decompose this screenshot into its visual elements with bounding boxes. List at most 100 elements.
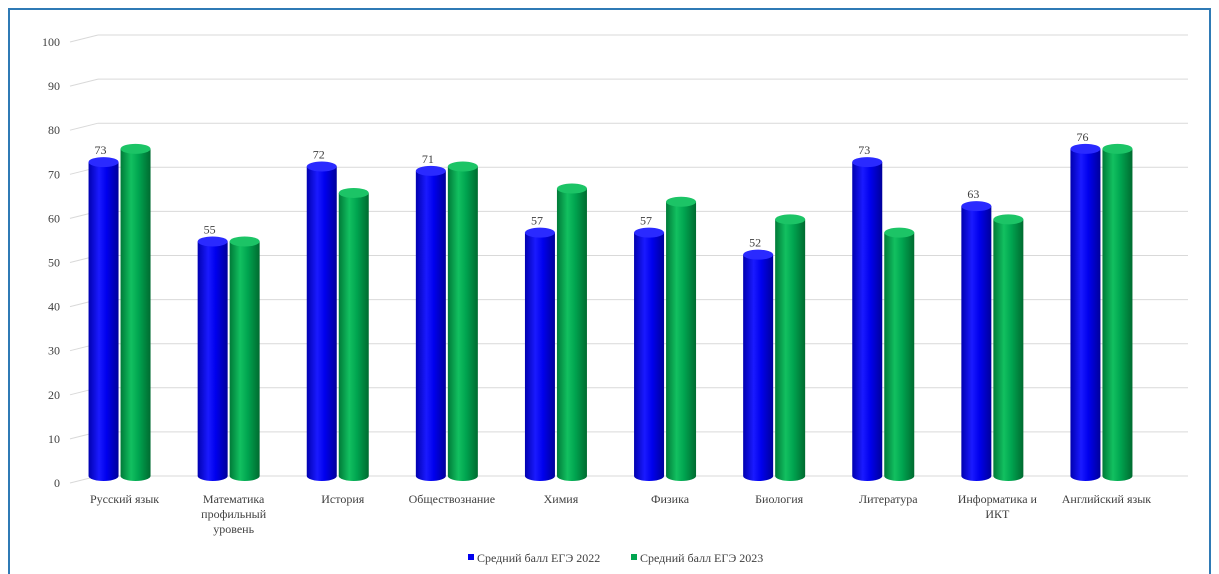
category-label-line: Биология — [755, 492, 803, 506]
bar-body — [229, 241, 260, 482]
y-tick-label: 100 — [42, 35, 60, 49]
bar-top — [447, 161, 478, 172]
bar-2022 — [306, 161, 337, 482]
y-tick-label: 60 — [48, 211, 60, 225]
bar-body — [120, 148, 151, 482]
bar-body — [338, 192, 369, 482]
y-tick-label: 90 — [48, 79, 60, 93]
data-labels: 73 55 72 71 57 57 52 73 63 76 — [95, 130, 1089, 250]
bar-body — [524, 232, 555, 482]
bar-body — [197, 241, 228, 482]
y-axis-tick-labels: 0 10 20 30 40 50 60 70 80 90 100 — [42, 35, 60, 490]
bar-2022 — [524, 227, 555, 482]
bar-top — [884, 227, 915, 238]
y-tick-label: 40 — [48, 300, 60, 314]
bar-top — [666, 196, 697, 207]
category-label-line: Математика — [203, 492, 265, 506]
bar-2023 — [1102, 143, 1133, 482]
bar-top — [306, 161, 337, 172]
category-label-line: ИКТ — [985, 507, 1010, 521]
bar-top — [524, 227, 555, 238]
bar-top — [229, 236, 260, 247]
bar-body — [556, 188, 587, 482]
bar-body — [447, 166, 478, 482]
bar-body — [88, 162, 119, 482]
bar-top — [120, 143, 151, 154]
bar-top — [993, 214, 1024, 225]
y-tick-label: 30 — [48, 344, 60, 358]
data-label: 73 — [95, 143, 107, 157]
category-labels: Русский язык Математика профильный уровень И… — [90, 492, 1151, 536]
data-label: 57 — [640, 214, 652, 228]
bar-top — [1102, 143, 1133, 154]
category-label: Русский язык — [90, 492, 159, 506]
data-label: 71 — [422, 152, 434, 166]
bar-top — [556, 183, 587, 194]
legend-label-2023: Средний балл ЕГЭ 2023 — [640, 551, 763, 565]
bar-2023 — [884, 227, 915, 482]
bar-body — [993, 219, 1024, 482]
bar-body — [666, 201, 697, 482]
gridline-depth — [69, 34, 99, 43]
bar-2022 — [415, 165, 446, 482]
y-tick-label: 20 — [48, 388, 60, 402]
category-label: Математика профильный уровень — [201, 492, 267, 536]
legend-swatch-2022 — [468, 554, 474, 560]
category-label-line: Информатика и — [958, 492, 1038, 506]
bar-top — [1070, 143, 1101, 154]
bar-body — [306, 166, 337, 482]
category-label-line: Литература — [859, 492, 918, 506]
category-label: Информатика и ИКТ — [958, 492, 1038, 521]
bar-body — [961, 206, 992, 482]
bar-top — [852, 157, 883, 168]
bar-top — [961, 201, 992, 212]
category-label-line: профильный — [201, 507, 267, 521]
y-tick-label: 80 — [48, 123, 60, 137]
bar-top — [415, 165, 446, 176]
bar-body — [743, 254, 774, 482]
data-label: 76 — [1076, 130, 1088, 144]
y-tick-label: 10 — [48, 432, 60, 446]
bar-2022 — [197, 236, 228, 482]
category-label-line: Английский язык — [1062, 492, 1152, 506]
category-label: Химия — [544, 492, 579, 506]
category-label-line: Обществознание — [409, 492, 495, 506]
category-label-line: Химия — [544, 492, 579, 506]
category-label: Биология — [755, 492, 803, 506]
bar-2023 — [338, 187, 369, 482]
bar-body — [852, 162, 883, 482]
bar-2023 — [556, 183, 587, 482]
bar-2022 — [961, 201, 992, 482]
bar-top — [338, 187, 369, 198]
bar-2022 — [1070, 143, 1101, 482]
bar-body — [775, 219, 806, 482]
category-label-line: уровень — [213, 522, 254, 536]
data-label: 52 — [749, 236, 761, 250]
bar-top — [197, 236, 228, 247]
data-label: 72 — [313, 147, 325, 161]
bar-2023 — [666, 196, 697, 482]
y-tick-label: 0 — [54, 476, 60, 490]
bar-2023 — [447, 161, 478, 482]
data-label: 63 — [967, 187, 979, 201]
y-tick-label: 50 — [48, 256, 60, 270]
bar-2023 — [229, 236, 260, 482]
bar-top — [743, 249, 774, 260]
bar-body — [415, 170, 446, 482]
legend-swatch-2023 — [631, 554, 637, 560]
gridline-depth — [69, 122, 99, 131]
bar-2022 — [634, 227, 665, 482]
category-label: Обществознание — [409, 492, 495, 506]
bar-body — [634, 232, 665, 482]
bar-2023 — [120, 143, 151, 482]
bar-top — [634, 227, 665, 238]
data-label: 57 — [531, 214, 543, 228]
data-label: 55 — [204, 222, 216, 236]
bar-body — [884, 232, 915, 482]
category-label-line: Русский язык — [90, 492, 159, 506]
y-tick-label: 70 — [48, 167, 60, 181]
category-label: Физика — [651, 492, 690, 506]
bar-top — [775, 214, 806, 225]
category-label: Литература — [859, 492, 918, 506]
